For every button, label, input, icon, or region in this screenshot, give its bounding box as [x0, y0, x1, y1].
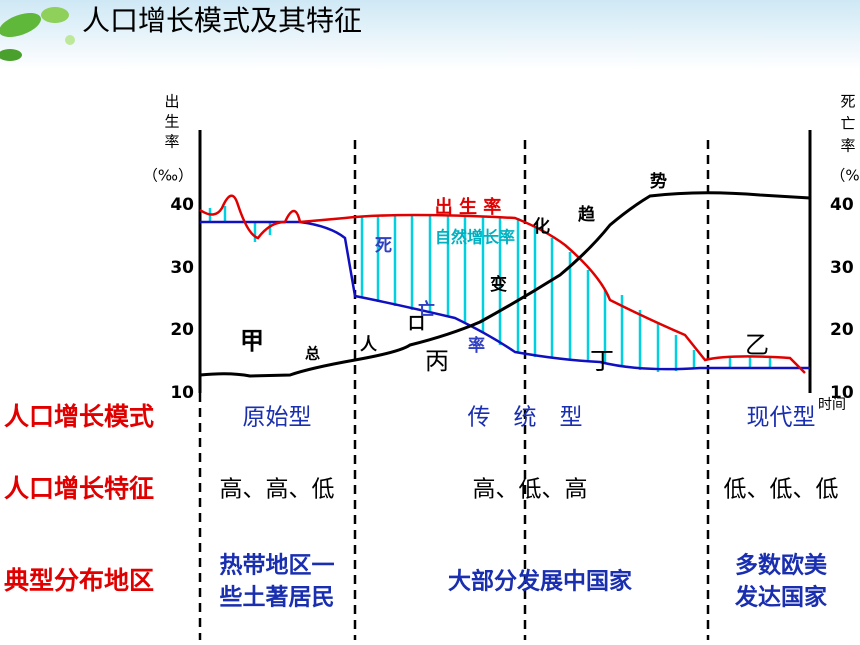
x-axis-label: 时间 [818, 397, 846, 413]
tick-label: 30 [170, 258, 194, 278]
stage-mark: 丁 [590, 347, 614, 375]
population-curve [199, 191, 811, 378]
label-char: 总 [305, 345, 320, 363]
leaf-decoration [0, 7, 75, 61]
birth-rate-curve [199, 194, 806, 374]
axis-unit: （% [830, 167, 859, 185]
axis-label-char: 率 [840, 137, 855, 155]
axis-label-char: 死 [840, 93, 855, 111]
table-cell: 原始型 [243, 405, 312, 431]
table-cell: 多数欧美 [735, 552, 827, 579]
stage-mark: 丙 [425, 347, 449, 375]
axis-label-char: 亡 [840, 115, 855, 133]
axis-unit: （‰） [143, 167, 193, 185]
label-char: 口 [408, 314, 425, 334]
tick-label: 20 [830, 320, 854, 340]
label-char: 亡 [418, 299, 435, 320]
label-char: 死 [375, 236, 392, 256]
tick-label: 40 [170, 195, 194, 215]
axis-label-char: 出 [164, 93, 179, 111]
axes [198, 130, 812, 393]
table-cell: 传 统 型 [468, 405, 583, 431]
label-char: 率 [468, 335, 485, 356]
top-band [0, 0, 860, 70]
tick-label: 10 [170, 383, 194, 403]
row-label: 人口增长模式 [4, 402, 154, 431]
death-rate-label: 死 亡 率 [375, 236, 485, 356]
table-cell: 低、低、低 [724, 477, 839, 503]
stage-marks: 甲 丙 丁 乙 [240, 327, 769, 375]
tick-label: 10 [830, 383, 854, 403]
table-cell: 大部分发展中国家 [448, 568, 632, 595]
stage-mark: 甲 [240, 327, 264, 355]
table-cell: 些土著居民 [220, 585, 335, 611]
natural-growth-hatch [208, 206, 772, 372]
table-cell: 发达国家 [734, 584, 827, 611]
label-char: 化 [533, 216, 550, 237]
tick-label: 40 [830, 195, 854, 215]
left-axis-label: 出 生 率 （‰） [143, 93, 193, 185]
row-label: 典型分布地区 [4, 566, 154, 595]
tick-label: 30 [830, 258, 854, 278]
axis-label-char: 率 [164, 133, 179, 151]
natural-growth-label: 自然增长率 [435, 228, 515, 247]
label-char: 人 [360, 335, 378, 355]
right-axis-label: 死 亡 率 （% [830, 93, 859, 185]
population-label: 总 人 口 变 化 趋 势 [305, 171, 667, 363]
table-cell: 高、高、低 [220, 477, 335, 503]
birth-rate-label: 出 生 率 [435, 196, 502, 218]
table-cell: 高、低、高 [473, 477, 588, 503]
death-rate-curve [200, 220, 810, 371]
row-label: 人口增长特征 [4, 474, 154, 503]
title: 人口增长模式及其特征 [82, 4, 362, 37]
table-cell: 现代型 [747, 405, 816, 431]
label-char: 变 [490, 274, 507, 295]
table-cell: 热带地区一 [220, 553, 335, 579]
label-char: 趋 [578, 204, 596, 225]
ticks: 40 30 20 10 40 30 20 10 [170, 195, 854, 403]
stage-mark: 乙 [745, 331, 769, 359]
tick-label: 20 [170, 320, 194, 340]
label-char: 势 [650, 171, 667, 192]
axis-label-char: 生 [164, 113, 179, 131]
